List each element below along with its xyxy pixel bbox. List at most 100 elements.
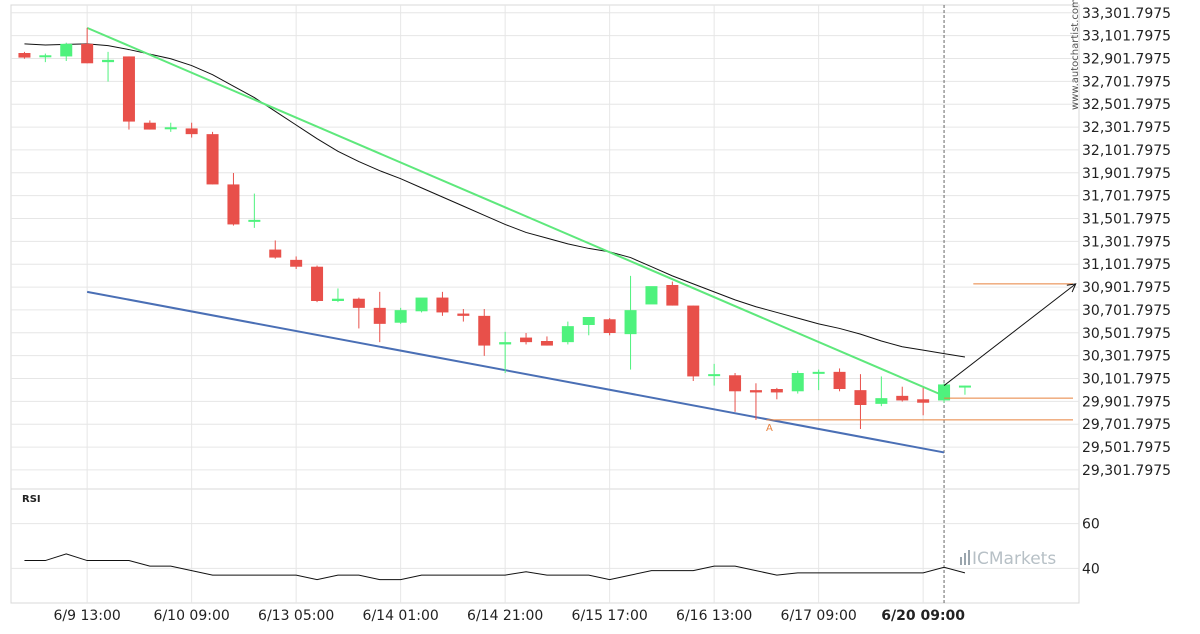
x-tick-label: 6/10 09:00 xyxy=(154,608,230,624)
y-tick-label: 30,901.7975 xyxy=(1082,280,1171,296)
candle-body xyxy=(122,56,135,122)
candles-layer xyxy=(18,27,971,429)
x-tick-label: 6/9 13:00 xyxy=(53,608,120,624)
candle-body xyxy=(938,384,951,401)
rsi-line xyxy=(24,553,966,581)
candle-body xyxy=(749,390,762,393)
candle-body xyxy=(666,285,679,306)
candle-body xyxy=(708,374,721,377)
overlay-layer: A xyxy=(766,283,1077,434)
rsi-tick-label: 40 xyxy=(1082,561,1100,577)
y-tick-label: 33,301.7975 xyxy=(1082,6,1171,22)
candle-body xyxy=(540,341,553,346)
candle-body xyxy=(457,313,470,316)
y-tick-label: 29,501.7975 xyxy=(1082,440,1171,456)
candle-body xyxy=(164,127,177,130)
candle-body xyxy=(520,337,533,343)
y-tick-label: 33,101.7975 xyxy=(1082,29,1171,45)
y-tick-label: 30,101.7975 xyxy=(1082,372,1171,388)
x-tick-label: 6/15 17:00 xyxy=(572,608,648,624)
watermark-text: www.autochartist.com xyxy=(1070,0,1081,110)
axis-layer: 33,301.7975 33,101.7975 32,901.7975 32,701.… xyxy=(53,6,1171,624)
candle-body xyxy=(18,53,31,58)
candle-body xyxy=(917,399,930,403)
brand-logo-bar-3 xyxy=(968,550,970,565)
y-tick-label: 31,501.7975 xyxy=(1082,212,1171,228)
candle-body xyxy=(478,315,491,346)
brand-logo: ICMarkets xyxy=(960,549,1056,569)
y-tick-label: 32,901.7975 xyxy=(1082,52,1171,68)
candle-body xyxy=(227,184,240,225)
y-tick-label: 29,701.7975 xyxy=(1082,417,1171,433)
candle-body xyxy=(290,259,303,267)
y-tick-label: 32,301.7975 xyxy=(1082,120,1171,136)
y-tick-label: 31,701.7975 xyxy=(1082,189,1171,205)
x-tick-label: 6/14 01:00 xyxy=(363,608,439,624)
rsi-panel-frame xyxy=(10,488,1080,604)
candle-body xyxy=(311,266,324,301)
candle-body xyxy=(394,310,407,323)
x-tick-label: 6/17 09:00 xyxy=(781,608,857,624)
y-tick-label: 31,301.7975 xyxy=(1082,234,1171,250)
x-tick-label: 6/14 21:00 xyxy=(467,608,543,624)
candle-body xyxy=(812,371,825,374)
candle-body xyxy=(185,128,198,135)
price-panel-frame xyxy=(10,4,1080,490)
candle-body xyxy=(39,55,52,58)
candle-body xyxy=(102,59,115,63)
y-tick-label: 32,701.7975 xyxy=(1082,74,1171,90)
x-tick-label: 6/16 13:00 xyxy=(676,608,752,624)
candle-body xyxy=(269,249,282,258)
brand-logo-bar-2 xyxy=(964,553,966,565)
candle-body xyxy=(436,297,449,313)
candle-body xyxy=(499,342,512,345)
candle-body xyxy=(415,297,428,312)
x-tick-label: 6/13 05:00 xyxy=(258,608,334,624)
rsi-label: RSI xyxy=(22,494,41,505)
candle-body xyxy=(687,305,700,377)
candle-body xyxy=(896,395,909,401)
x-tick-label: 6/20 09:00 xyxy=(881,608,965,624)
y-tick-label: 30,501.7975 xyxy=(1082,326,1171,342)
candle-body xyxy=(791,373,804,392)
candle-body xyxy=(373,307,386,324)
candle-body xyxy=(206,134,219,185)
support-trendline xyxy=(86,290,945,454)
candle-body xyxy=(331,298,344,301)
y-tick-label: 32,501.7975 xyxy=(1082,97,1171,113)
candle-body xyxy=(603,319,616,333)
candle-body xyxy=(561,326,574,343)
candle-body xyxy=(60,43,73,57)
grid-layer xyxy=(11,5,1079,603)
level-marker-label: A xyxy=(766,423,773,434)
candle-body xyxy=(729,375,742,392)
candle-body xyxy=(875,398,888,404)
y-tick-label: 32,101.7975 xyxy=(1082,143,1171,159)
y-tick-label: 30,701.7975 xyxy=(1082,303,1171,319)
brand-logo-text: ICMarkets xyxy=(972,549,1056,569)
forecast-arrow-head xyxy=(1066,283,1077,293)
candle-body xyxy=(958,385,971,388)
candle-body xyxy=(854,390,867,405)
y-tick-label: 29,301.7975 xyxy=(1082,463,1171,479)
candle-body xyxy=(833,371,846,389)
candle-body xyxy=(248,219,261,222)
candle-body xyxy=(582,317,595,325)
candle-body xyxy=(770,389,783,393)
lines-layer xyxy=(24,26,966,454)
candle-body xyxy=(645,286,658,305)
candle-body xyxy=(352,298,365,308)
candle-body xyxy=(143,122,156,130)
resistance-trendline xyxy=(86,26,945,397)
y-tick-label: 31,101.7975 xyxy=(1082,257,1171,273)
forecast-arrow-line xyxy=(943,283,1077,386)
rsi-tick-label: 60 xyxy=(1082,517,1100,533)
y-tick-label: 31,901.7975 xyxy=(1082,166,1171,182)
y-tick-label: 30,301.7975 xyxy=(1082,349,1171,365)
moving-average-line xyxy=(24,43,966,358)
brand-logo-bar-1 xyxy=(960,557,962,565)
candle-body xyxy=(81,43,94,64)
y-tick-label: 29,901.7975 xyxy=(1082,394,1171,410)
